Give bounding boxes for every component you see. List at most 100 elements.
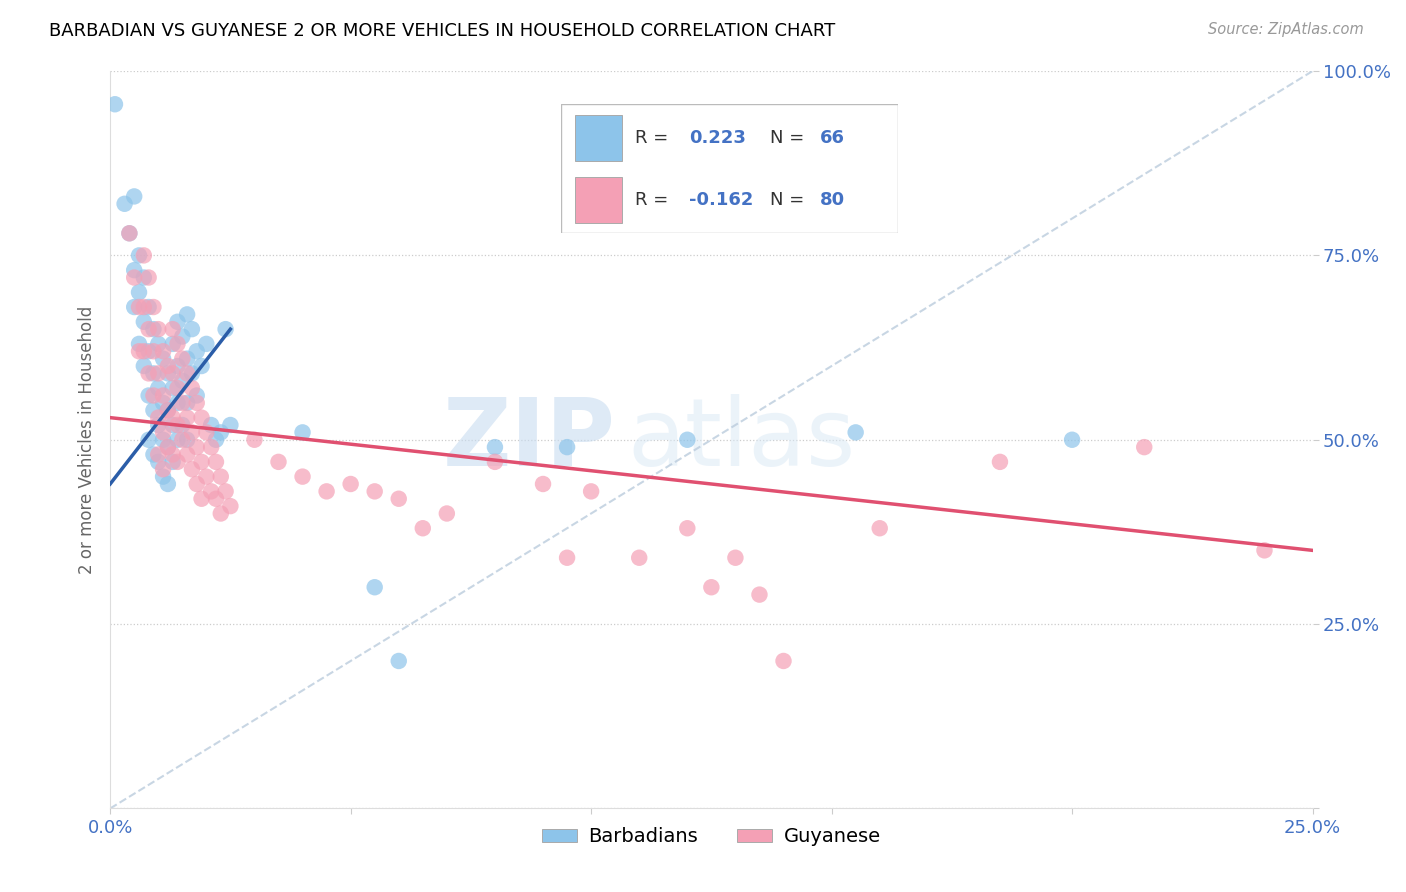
Point (162, 410, 184, 425)
Point (122, 189, 145, 203)
Point (412, 521, 434, 535)
Point (186, 388, 208, 402)
Point (152, 469, 174, 483)
Point (181, 381, 204, 395)
Point (162, 455, 184, 469)
Point (186, 440, 208, 454)
Point (628, 550, 651, 565)
Point (152, 351, 174, 366)
Point (138, 270, 160, 285)
Point (195, 425, 218, 440)
Point (209, 469, 232, 483)
Point (363, 580, 385, 594)
Point (267, 455, 290, 469)
Point (176, 351, 198, 366)
Point (166, 359, 188, 373)
Y-axis label: 2 or more Vehicles in Household: 2 or more Vehicles in Household (79, 306, 96, 574)
Point (436, 507, 458, 521)
Point (209, 425, 232, 440)
Point (128, 300, 150, 314)
Point (724, 550, 747, 565)
Point (190, 359, 212, 373)
Point (176, 307, 198, 321)
Point (209, 507, 232, 521)
Point (214, 322, 236, 336)
Point (172, 351, 194, 366)
Point (148, 367, 170, 381)
Point (156, 359, 179, 373)
Point (291, 469, 314, 483)
Point (104, 97, 127, 112)
Point (166, 315, 188, 329)
Point (152, 344, 174, 359)
Text: ZIP: ZIP (443, 393, 616, 486)
Point (988, 455, 1011, 469)
Point (186, 344, 208, 359)
Point (152, 388, 174, 402)
Point (128, 248, 150, 262)
Text: BARBADIAN VS GUYANESE 2 OR MORE VEHICLES IN HOUSEHOLD CORRELATION CHART: BARBADIAN VS GUYANESE 2 OR MORE VEHICLES… (49, 22, 835, 40)
Point (181, 367, 204, 381)
Point (200, 440, 222, 454)
Point (142, 322, 165, 336)
Point (138, 300, 160, 314)
Point (845, 425, 868, 440)
Point (166, 433, 188, 447)
Point (152, 462, 174, 476)
Point (484, 455, 506, 469)
Point (138, 433, 160, 447)
Point (700, 580, 723, 594)
Point (142, 403, 165, 417)
Point (148, 448, 170, 462)
Point (200, 417, 222, 432)
Point (156, 403, 179, 417)
Point (142, 300, 165, 314)
Point (555, 550, 578, 565)
Point (132, 359, 155, 373)
Point (772, 654, 794, 668)
Point (531, 477, 554, 491)
Point (214, 484, 236, 499)
Point (172, 374, 194, 388)
Point (156, 440, 179, 454)
Point (152, 425, 174, 440)
Point (181, 322, 204, 336)
Point (152, 433, 174, 447)
Point (166, 455, 188, 469)
Point (1062, 433, 1084, 447)
Point (138, 344, 160, 359)
Point (148, 417, 170, 432)
Point (128, 337, 150, 351)
Point (181, 462, 204, 476)
Point (118, 227, 141, 241)
Point (315, 484, 337, 499)
Point (1133, 440, 1156, 454)
Point (142, 344, 165, 359)
Point (142, 448, 165, 462)
Point (156, 403, 179, 417)
Point (195, 469, 218, 483)
Point (122, 270, 145, 285)
Point (676, 433, 699, 447)
Point (156, 440, 179, 454)
Point (748, 588, 770, 602)
Point (122, 300, 145, 314)
Text: atlas: atlas (627, 393, 855, 486)
Point (132, 300, 155, 314)
Point (291, 425, 314, 440)
Point (243, 433, 266, 447)
Legend: Barbadians, Guyanese: Barbadians, Guyanese (534, 820, 889, 854)
Point (172, 417, 194, 432)
Point (176, 396, 198, 410)
Point (1253, 543, 1275, 558)
Point (219, 417, 242, 432)
Point (363, 484, 385, 499)
Point (166, 396, 188, 410)
Point (555, 440, 578, 454)
Point (114, 196, 136, 211)
Point (176, 410, 198, 425)
Point (186, 477, 208, 491)
Point (148, 337, 170, 351)
Point (176, 367, 198, 381)
Point (166, 417, 188, 432)
